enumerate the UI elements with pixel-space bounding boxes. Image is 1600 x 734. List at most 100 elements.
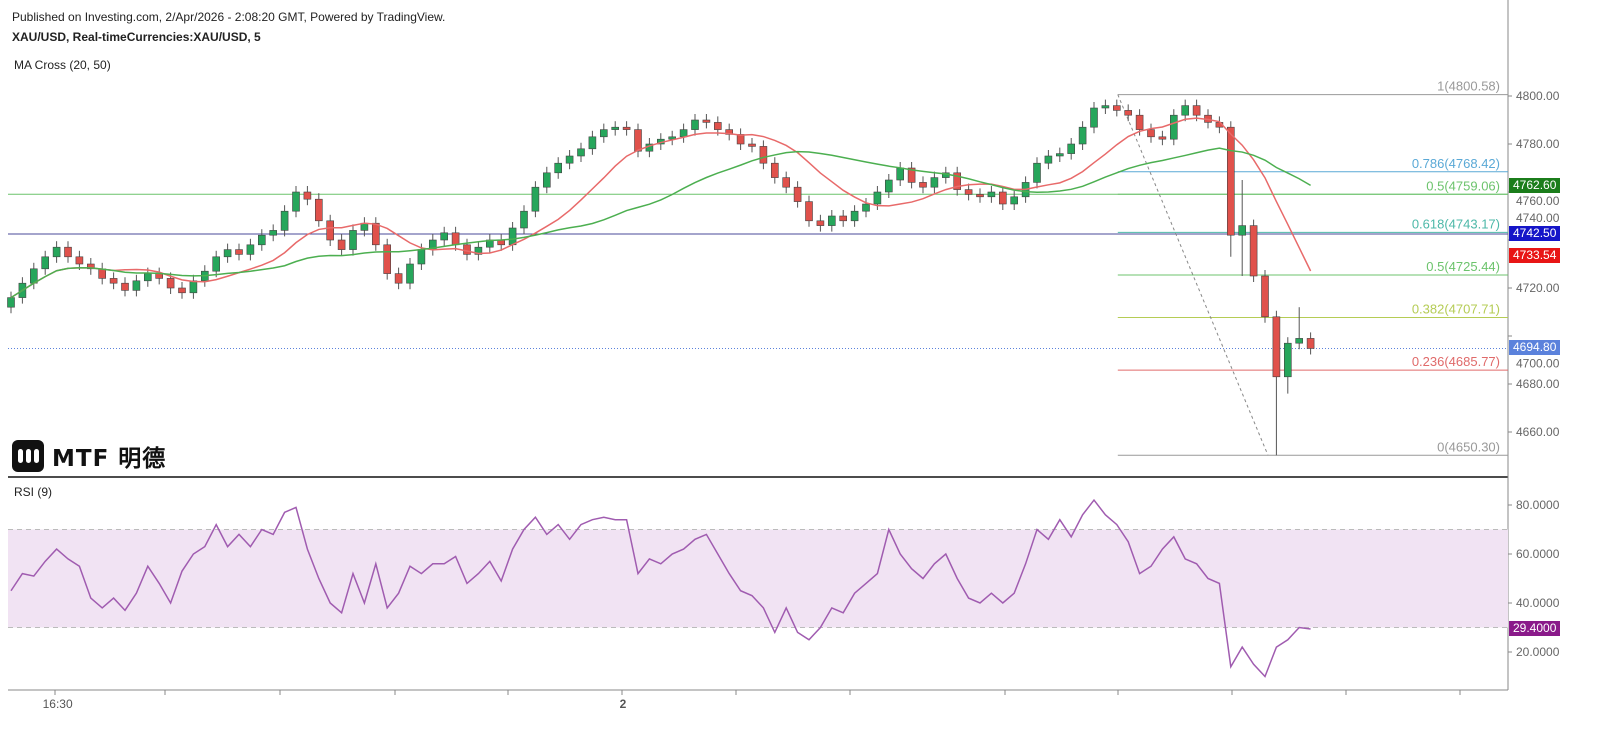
candle-body (406, 263, 414, 284)
candle (1227, 121, 1235, 257)
candle (1101, 99, 1110, 114)
candle (257, 229, 266, 251)
candle-body (588, 136, 597, 150)
candle-body (440, 232, 449, 241)
candle (1249, 219, 1258, 282)
candle (371, 217, 380, 251)
candle (520, 205, 528, 234)
candle-body (816, 220, 825, 226)
candle (326, 214, 335, 246)
candle (987, 186, 996, 203)
candle (64, 241, 72, 263)
candle (121, 277, 129, 297)
candle-body (1272, 316, 1281, 378)
candle-body (292, 191, 300, 212)
candle-body (508, 227, 517, 246)
candle (383, 238, 392, 280)
candle-body (326, 220, 335, 241)
candle (896, 162, 905, 186)
candle (850, 205, 859, 227)
candle-body (246, 244, 255, 255)
candle (394, 267, 403, 290)
candle (964, 183, 973, 201)
candle (292, 186, 300, 218)
ma-cross-label: MA Cross (20, 50) (14, 58, 111, 72)
candle-body (1306, 338, 1315, 349)
ma-slow-line (10, 147, 1311, 299)
candle-body (896, 167, 905, 181)
time-label: 2 (620, 697, 627, 711)
candle-body (1192, 105, 1201, 116)
candle (212, 250, 220, 278)
candle-body (1033, 162, 1041, 183)
candle (280, 205, 289, 237)
candle-body (1249, 225, 1258, 277)
candle (75, 250, 84, 270)
candle-body (1284, 342, 1292, 378)
fib-trend-line (1117, 94, 1269, 456)
candle (1113, 99, 1121, 117)
candle-body (759, 146, 768, 164)
candle (1295, 307, 1303, 350)
candle-body (64, 246, 72, 258)
candle (1147, 123, 1155, 143)
fib-level-label: 1(4800.58) (1437, 79, 1500, 94)
candle-body (1158, 136, 1167, 140)
candle (246, 238, 255, 261)
candle-body (542, 172, 551, 188)
candle (1033, 157, 1041, 189)
candle (679, 123, 688, 143)
fib-level-label: 0.5(4725.44) (1426, 259, 1500, 274)
price-tick-label: 4740.00 (1516, 211, 1560, 225)
candle (1306, 332, 1315, 355)
candle-body (873, 191, 882, 205)
candle-body (235, 249, 243, 255)
candle-body (1113, 105, 1121, 111)
candle (1044, 150, 1053, 170)
candle-body (1170, 114, 1178, 140)
candle (668, 130, 677, 146)
candle-body (52, 246, 61, 258)
candle (440, 226, 449, 246)
candle (87, 258, 95, 275)
candle-body (919, 182, 927, 188)
candle (98, 262, 106, 285)
price-tick-label: 4660.00 (1516, 425, 1560, 439)
fib-level-label: 0.236(4685.77) (1412, 354, 1500, 369)
candle (406, 258, 414, 290)
candle-body (223, 249, 232, 258)
candle-body (839, 215, 848, 222)
candle (611, 121, 620, 136)
candle-body (622, 126, 631, 130)
price-badge: 4733.54 (1509, 247, 1561, 263)
candle-body (691, 119, 699, 130)
candle-body (520, 210, 528, 229)
logo-mark-icon (12, 440, 44, 472)
price-badge: 4742.50 (1509, 226, 1561, 241)
candle (1056, 147, 1064, 162)
candle-body (303, 191, 312, 200)
candle (531, 181, 540, 218)
candle-body (565, 155, 574, 164)
candle-body (531, 186, 540, 212)
candle-body (827, 215, 836, 226)
candle (132, 274, 141, 297)
candle-body (1044, 155, 1053, 164)
candle-body (599, 129, 608, 138)
rsi-label: RSI (9) (14, 485, 53, 499)
candle-body (178, 287, 186, 294)
candle-body (805, 201, 813, 222)
candle (428, 234, 437, 256)
candle (52, 241, 61, 263)
candle (622, 121, 631, 136)
price-tick-label: 4700.00 (1516, 356, 1560, 370)
candle-body (349, 230, 357, 250)
fib-level-label: 0.5(4759.06) (1426, 178, 1500, 193)
candle (736, 128, 745, 150)
candle-body (1238, 225, 1246, 236)
rsi-value-badge: 29.4000 (1509, 620, 1561, 636)
price-badge: 4762.60 (1509, 177, 1561, 193)
candle-body (1135, 114, 1144, 130)
candle-body (417, 249, 426, 265)
